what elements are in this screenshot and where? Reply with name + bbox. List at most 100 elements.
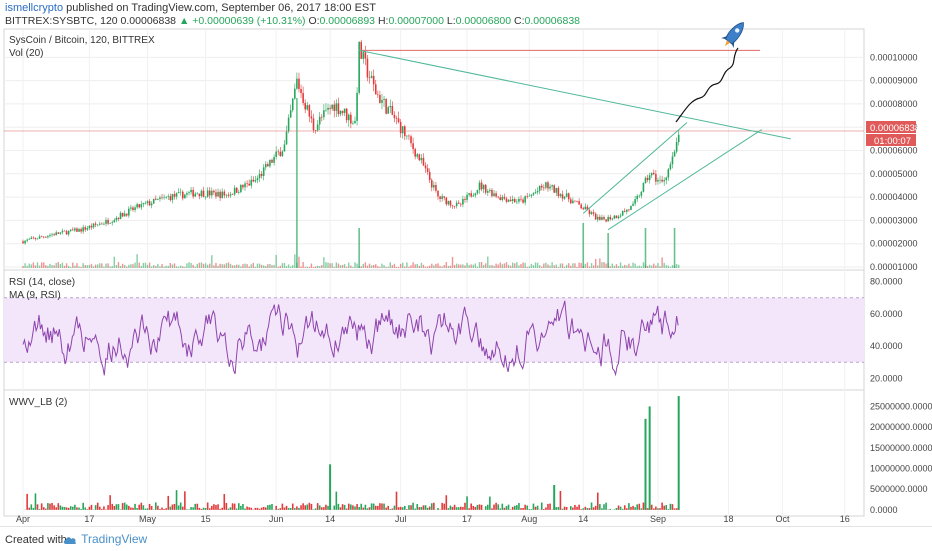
- candle-body: [412, 143, 414, 149]
- volume-bar: [466, 263, 467, 268]
- wwv-bar: [165, 508, 167, 510]
- volume-bar: [53, 265, 54, 268]
- candle-body: [450, 201, 452, 206]
- wwv-bar: [354, 506, 356, 509]
- wwv-bar: [665, 505, 667, 510]
- wwv-bar: [78, 508, 80, 510]
- candle-body: [574, 201, 576, 202]
- volume-bar: [315, 266, 316, 268]
- wwv-spike: [678, 396, 680, 510]
- wwv-tick-label: 25000000.0000: [870, 401, 932, 411]
- volume-bar: [290, 266, 291, 268]
- volume-bar: [190, 263, 191, 268]
- wwv-bar: [213, 504, 215, 510]
- volume-bar: [437, 263, 438, 268]
- wwv-bar: [263, 507, 265, 510]
- candle-body: [495, 193, 497, 196]
- volume-bar: [93, 266, 94, 268]
- wwv-bar: [412, 503, 414, 510]
- candle-body: [452, 206, 454, 207]
- candle-body: [49, 235, 51, 236]
- volume-bar: [520, 264, 521, 268]
- wwv-bar: [358, 507, 360, 510]
- wwv-bar: [481, 505, 483, 510]
- candle-body: [419, 154, 421, 160]
- wwv-bar: [265, 507, 267, 509]
- volume-bar: [591, 263, 592, 268]
- wwv-bar: [433, 503, 435, 510]
- wwv-bar: [572, 508, 574, 510]
- wwv-bar: [595, 506, 597, 510]
- wwv-bar: [103, 506, 105, 509]
- wwv-bar: [271, 504, 273, 510]
- candle-body: [45, 237, 47, 238]
- volume-bar: [236, 265, 237, 268]
- wwv-bar: [111, 504, 113, 510]
- volume-bar: [336, 262, 337, 268]
- candle-body: [236, 188, 238, 193]
- candle-body: [60, 232, 62, 233]
- wwv-bar: [458, 507, 460, 510]
- candle-body: [64, 231, 66, 232]
- volume-bar: [147, 265, 148, 268]
- wwv-bar: [221, 508, 223, 510]
- candle-body: [460, 204, 462, 205]
- wwv-bar: [248, 507, 250, 510]
- candle-body: [560, 194, 562, 196]
- candle-body: [632, 204, 634, 206]
- candle-body: [97, 225, 99, 226]
- volume-bar: [375, 264, 376, 268]
- volume-bar: [344, 264, 345, 268]
- rocket-icon: [719, 18, 750, 51]
- volume-bar: [514, 263, 515, 268]
- volume-bar: [444, 265, 445, 268]
- volume-bar: [564, 267, 565, 268]
- wwv-bar: [140, 503, 142, 510]
- wwv-bar: [558, 507, 560, 510]
- wwv-tick-label: 10000000.0000: [870, 463, 932, 473]
- volume-bar: [124, 265, 125, 268]
- wwv-bar: [427, 508, 429, 510]
- volume-bar: [477, 267, 478, 268]
- wwv-bar: [321, 507, 323, 510]
- time-tick-label: Jun: [269, 514, 284, 524]
- wwv-bar: [574, 505, 576, 510]
- wwv-bar: [143, 505, 145, 510]
- wwv-bar: [325, 505, 327, 510]
- candle-body: [84, 227, 86, 229]
- candle-body: [116, 218, 118, 220]
- volume-bar: [228, 262, 229, 268]
- candle-body: [140, 204, 142, 207]
- candle-body: [234, 188, 236, 195]
- volume-bar: [278, 267, 279, 268]
- volume-bar: [431, 264, 432, 268]
- candle-body: [265, 164, 267, 167]
- volume-bar: [319, 266, 320, 268]
- candle-body: [62, 231, 64, 233]
- wwv-bar: [138, 505, 140, 510]
- wwv-bar: [255, 508, 257, 510]
- cloud-logo-icon: [62, 535, 78, 545]
- volume-bar: [78, 266, 79, 268]
- volume-bar: [460, 265, 461, 268]
- candle-body: [564, 197, 566, 199]
- wwv-bar: [431, 503, 433, 510]
- tradingview-brand[interactable]: TradingView: [62, 532, 147, 546]
- candle-body: [259, 174, 261, 178]
- wwv-bar: [284, 507, 286, 509]
- candle-body: [338, 103, 340, 114]
- volume-bar: [672, 265, 673, 268]
- volume-bar: [60, 264, 61, 268]
- chart-canvas[interactable]: 0.000010000.000020000.000030000.00004000…: [0, 0, 932, 526]
- volume-bar: [385, 267, 386, 268]
- candle-body: [311, 116, 313, 118]
- wwv-bar: [126, 505, 128, 510]
- wwv-bar: [136, 508, 138, 510]
- wwv-bar: [653, 508, 655, 509]
- volume-bar: [197, 264, 198, 268]
- candle-body: [128, 209, 130, 216]
- candle-body: [643, 183, 645, 192]
- candle-body: [248, 184, 250, 186]
- candle-body: [626, 210, 628, 212]
- candle-body: [346, 109, 348, 121]
